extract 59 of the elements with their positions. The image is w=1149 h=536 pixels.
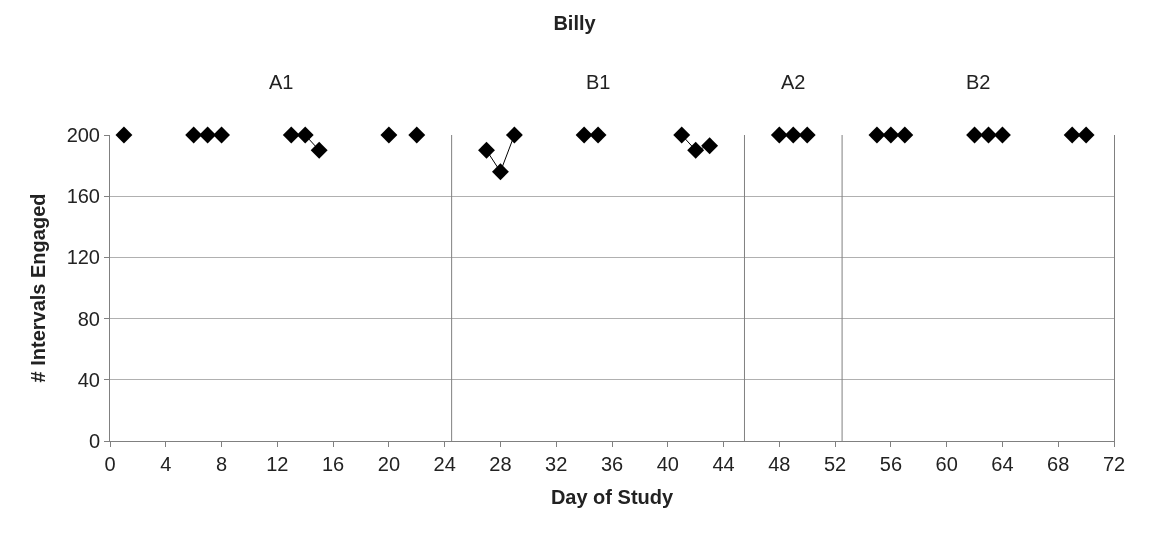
x-tick-label: 56	[879, 453, 903, 475]
y-tick-label: 200	[66, 124, 100, 146]
point	[1063, 126, 1081, 144]
x-tick-label: 40	[656, 453, 679, 475]
y-axis-title: # Intervals Engaged	[27, 193, 50, 383]
x-tick-label: 72	[1102, 453, 1126, 475]
point	[505, 126, 523, 144]
x-tick-label: 64	[991, 453, 1014, 475]
point	[868, 126, 886, 144]
x-tick-label: 20	[377, 453, 401, 475]
x-tick-label: 12	[266, 453, 289, 475]
x-tick-label: 44	[712, 453, 735, 475]
point	[993, 126, 1011, 144]
point	[896, 126, 914, 144]
x-tick-label: 48	[768, 453, 791, 475]
x-tick-label: 60	[935, 453, 958, 475]
y-tick-label: 0	[88, 430, 100, 452]
x-tick-label: 28	[489, 453, 512, 475]
point	[966, 126, 984, 144]
y-tick-label: 160	[66, 185, 100, 208]
chart-title: Billy	[553, 12, 597, 35]
x-axis-title: Day of Study	[550, 485, 674, 508]
text: B1	[586, 71, 611, 93]
point	[784, 126, 802, 144]
text: A2	[781, 71, 806, 93]
point	[687, 141, 705, 159]
point	[408, 126, 426, 144]
x-tick-label: 24	[433, 453, 456, 475]
point	[575, 126, 593, 144]
y-tick-label: 40	[77, 368, 100, 391]
point	[673, 126, 691, 144]
point	[115, 126, 133, 144]
x-tick-label: 8	[216, 453, 228, 475]
point	[380, 126, 398, 144]
point	[770, 126, 788, 144]
x-tick-label: 16	[321, 453, 345, 475]
point	[185, 126, 203, 144]
text: A1	[269, 71, 294, 93]
x-tick-label: 32	[545, 453, 568, 475]
point	[491, 163, 509, 181]
point	[798, 126, 816, 144]
point	[199, 126, 217, 144]
point	[310, 141, 328, 159]
point	[296, 126, 314, 144]
point	[882, 126, 900, 144]
text: B2	[966, 71, 991, 93]
x-tick-label: 68	[1047, 453, 1070, 475]
point	[213, 126, 231, 144]
y-tick-label: 80	[77, 307, 100, 330]
point	[701, 137, 719, 155]
x-tick-label: 36	[600, 453, 624, 475]
x-tick-label: 52	[823, 453, 847, 475]
point	[589, 126, 607, 144]
point	[282, 126, 300, 144]
point	[478, 141, 495, 159]
y-tick-label: 120	[66, 246, 100, 269]
point	[1077, 126, 1095, 144]
x-tick-label: 4	[160, 453, 172, 475]
x-tick-label: 0	[104, 453, 116, 475]
